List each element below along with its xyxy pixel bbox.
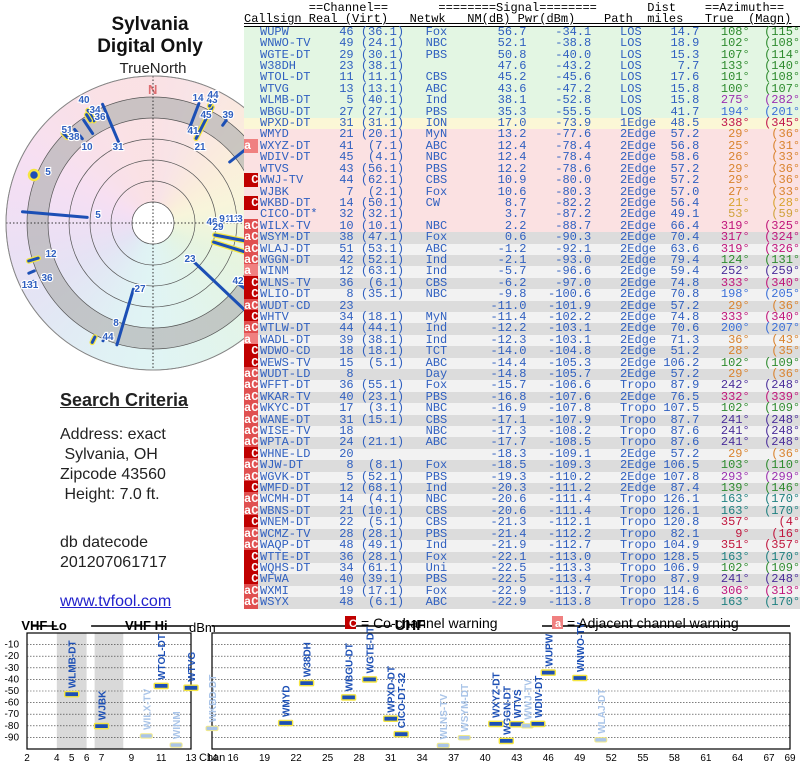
svg-text:WMYD: WMYD [282, 685, 293, 717]
svg-text:= Co-channel warning: = Co-channel warning [361, 615, 498, 631]
svg-text:14: 14 [206, 753, 218, 764]
svg-text:31: 31 [112, 142, 124, 153]
svg-text:WUPW: WUPW [544, 633, 555, 666]
svg-text:21: 21 [194, 142, 206, 153]
svg-text:WDIV-DT: WDIV-DT [534, 676, 545, 718]
svg-text:40: 40 [480, 753, 492, 764]
svg-text:WKBD-DT: WKBD-DT [208, 675, 219, 723]
svg-text:= Adjacent channel warning: = Adjacent channel warning [567, 615, 739, 631]
svg-text:3: 3 [237, 214, 243, 225]
svg-text:4: 4 [54, 753, 60, 764]
svg-text:61: 61 [700, 753, 712, 764]
svg-text:36: 36 [94, 112, 106, 123]
svg-text:a: a [555, 618, 562, 630]
svg-text:31: 31 [385, 753, 397, 764]
svg-text:25: 25 [322, 753, 334, 764]
svg-text:-60: -60 [5, 698, 20, 709]
svg-text:WBGU-DT: WBGU-DT [345, 643, 356, 691]
svg-text:49: 49 [574, 753, 586, 764]
svg-text:28: 28 [354, 753, 366, 764]
svg-text:WILX-TV: WILX-TV [142, 688, 153, 729]
svg-text:WSYM-DT: WSYM-DT [460, 684, 471, 732]
svg-text:40: 40 [78, 95, 90, 106]
svg-text:-40: -40 [5, 674, 20, 685]
svg-text:55: 55 [637, 753, 649, 764]
svg-text:10: 10 [81, 142, 93, 153]
svg-text:WXYZ-DT: WXYZ-DT [492, 672, 503, 718]
svg-text:14: 14 [192, 93, 204, 104]
svg-text:WTVG: WTVG [187, 652, 198, 682]
svg-text:27: 27 [134, 284, 146, 295]
svg-text:CICO-DT-32: CICO-DT-32 [397, 672, 408, 728]
svg-text:58: 58 [669, 753, 681, 764]
svg-text:8: 8 [113, 318, 119, 329]
svg-text:9: 9 [129, 753, 135, 764]
svg-text:29: 29 [212, 222, 224, 233]
svg-text:131: 131 [22, 280, 39, 291]
svg-text:W38DH: W38DH [303, 642, 314, 677]
svg-text:67: 67 [763, 753, 775, 764]
svg-text:36: 36 [41, 273, 53, 284]
svg-text:WLMB-DT: WLMB-DT [68, 640, 79, 688]
svg-text:5: 5 [45, 167, 51, 178]
svg-text:7: 7 [99, 753, 105, 764]
svg-text:WWJ-TV: WWJ-TV [523, 679, 534, 720]
svg-text:69: 69 [784, 753, 796, 764]
svg-text:46: 46 [543, 753, 555, 764]
svg-text:45: 45 [200, 110, 212, 121]
svg-text:44: 44 [207, 90, 219, 101]
svg-text:34: 34 [417, 753, 429, 764]
svg-text:16: 16 [227, 753, 239, 764]
svg-text:WJBK: WJBK [98, 690, 109, 720]
svg-text:-30: -30 [5, 663, 20, 674]
svg-text:WTVS: WTVS [513, 689, 524, 718]
svg-text:38: 38 [68, 132, 80, 143]
svg-text:41: 41 [187, 126, 199, 137]
svg-text:37: 37 [448, 753, 460, 764]
svg-text:19: 19 [259, 753, 271, 764]
svg-text:5: 5 [95, 210, 101, 221]
svg-text:WLNS-TV: WLNS-TV [439, 694, 450, 740]
svg-text:WLAJ-DT: WLAJ-DT [597, 689, 608, 734]
svg-text:11: 11 [156, 753, 167, 764]
svg-text:-90: -90 [5, 732, 20, 743]
svg-text:6: 6 [84, 753, 90, 764]
svg-text:WTOL-DT: WTOL-DT [157, 634, 168, 680]
svg-text:43: 43 [511, 753, 523, 764]
svg-text:2: 2 [24, 753, 30, 764]
svg-text:WGGN-DT: WGGN-DT [502, 686, 513, 735]
svg-text:22: 22 [291, 753, 303, 764]
svg-text:23: 23 [184, 254, 196, 265]
svg-text:64: 64 [732, 753, 744, 764]
svg-text:13: 13 [185, 753, 197, 764]
svg-text:WPXD-DT: WPXD-DT [387, 666, 398, 713]
svg-text:12: 12 [45, 249, 57, 260]
svg-text:42: 42 [232, 276, 244, 287]
svg-text:-10: -10 [5, 640, 20, 651]
svg-text:-70: -70 [5, 709, 20, 720]
svg-text:5: 5 [69, 753, 75, 764]
svg-text:44: 44 [102, 332, 114, 343]
svg-text:-80: -80 [5, 721, 20, 732]
svg-text:C: C [349, 618, 357, 630]
svg-text:WINM: WINM [172, 711, 183, 739]
svg-text:39: 39 [222, 110, 234, 121]
svg-text:WGTE-DT: WGTE-DT [366, 627, 377, 674]
svg-text:-20: -20 [5, 651, 20, 662]
svg-text:52: 52 [606, 753, 618, 764]
svg-text:-50: -50 [5, 686, 20, 697]
